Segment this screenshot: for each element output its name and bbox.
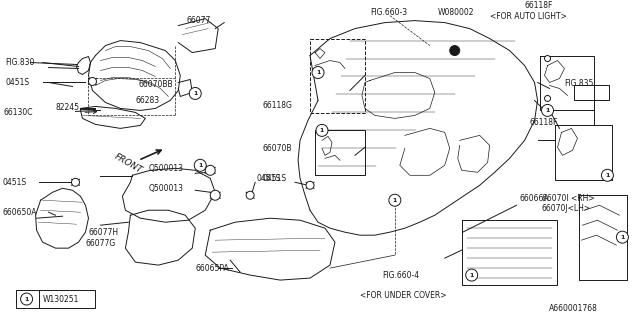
Circle shape bbox=[316, 124, 328, 136]
Text: 0451S: 0451S bbox=[256, 174, 280, 183]
Text: 1: 1 bbox=[620, 235, 625, 240]
Circle shape bbox=[545, 56, 550, 61]
Text: 66118F: 66118F bbox=[529, 118, 558, 127]
Circle shape bbox=[616, 231, 628, 243]
Text: 66065PA: 66065PA bbox=[195, 264, 229, 273]
Text: 82245: 82245 bbox=[56, 103, 79, 112]
Circle shape bbox=[20, 293, 33, 305]
Text: 66077H: 66077H bbox=[88, 228, 118, 237]
Text: 1: 1 bbox=[393, 198, 397, 203]
Text: 66070BB: 66070BB bbox=[138, 80, 173, 89]
Text: 66070B: 66070B bbox=[262, 144, 292, 153]
Text: 66118F: 66118F bbox=[525, 1, 553, 10]
Text: A660001768: A660001768 bbox=[548, 304, 597, 313]
Text: 0451S: 0451S bbox=[6, 78, 30, 87]
Text: FIG.660-4: FIG.660-4 bbox=[382, 271, 419, 280]
Text: FRONT: FRONT bbox=[113, 152, 143, 175]
Circle shape bbox=[602, 169, 613, 181]
Circle shape bbox=[306, 181, 314, 189]
Circle shape bbox=[466, 269, 477, 281]
Text: Q500013: Q500013 bbox=[148, 164, 183, 173]
Text: 66283: 66283 bbox=[136, 96, 159, 105]
Text: 66118G: 66118G bbox=[262, 101, 292, 110]
Text: 66070I <RH>: 66070I <RH> bbox=[541, 194, 594, 203]
Text: 1: 1 bbox=[605, 173, 610, 178]
Text: 66070J<LH>: 66070J<LH> bbox=[541, 204, 591, 213]
Text: <FOR UNDER COVER>: <FOR UNDER COVER> bbox=[360, 291, 447, 300]
Text: 1: 1 bbox=[316, 70, 320, 75]
Circle shape bbox=[389, 194, 401, 206]
Circle shape bbox=[246, 191, 254, 199]
Circle shape bbox=[450, 45, 460, 56]
Text: 1: 1 bbox=[470, 273, 474, 277]
Text: Q500013: Q500013 bbox=[148, 184, 183, 193]
Circle shape bbox=[205, 165, 215, 175]
Circle shape bbox=[189, 87, 201, 100]
Text: 66130C: 66130C bbox=[4, 108, 33, 117]
Text: 66066A: 66066A bbox=[520, 194, 549, 203]
Text: 0451S: 0451S bbox=[3, 178, 27, 187]
Text: 66077G: 66077G bbox=[86, 239, 116, 248]
Circle shape bbox=[195, 159, 206, 171]
Text: 1: 1 bbox=[193, 91, 198, 96]
Text: 66077: 66077 bbox=[186, 16, 211, 25]
Text: W130251: W130251 bbox=[43, 294, 79, 304]
Text: 1: 1 bbox=[320, 128, 324, 133]
Text: 1: 1 bbox=[545, 108, 550, 113]
Circle shape bbox=[541, 104, 554, 116]
Circle shape bbox=[88, 77, 97, 85]
Circle shape bbox=[312, 67, 324, 78]
Text: W080002: W080002 bbox=[438, 8, 474, 17]
Text: 1: 1 bbox=[198, 163, 202, 168]
Text: 660650A: 660650A bbox=[3, 208, 37, 217]
Circle shape bbox=[72, 178, 79, 186]
Text: 1: 1 bbox=[24, 297, 29, 301]
Text: <FOR AUTO LIGHT>: <FOR AUTO LIGHT> bbox=[490, 12, 566, 21]
Circle shape bbox=[314, 68, 322, 76]
Text: FIG.835: FIG.835 bbox=[564, 79, 594, 88]
Text: 0451S: 0451S bbox=[262, 174, 286, 183]
Circle shape bbox=[545, 95, 550, 101]
Text: FIG.830: FIG.830 bbox=[6, 58, 35, 67]
Text: FIG.660-3: FIG.660-3 bbox=[370, 8, 407, 17]
Circle shape bbox=[210, 190, 220, 200]
